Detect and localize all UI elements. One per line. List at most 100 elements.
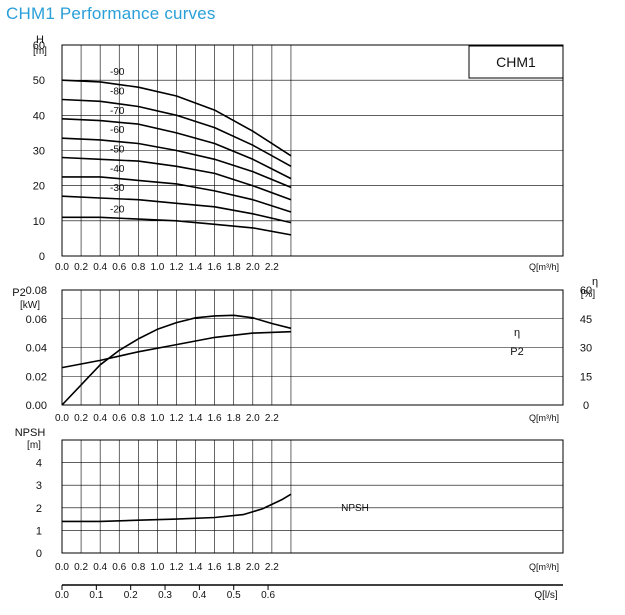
- x-tick-label: 0.2: [74, 413, 88, 424]
- x-tick-label: 0.2: [74, 262, 88, 273]
- ls-tick-label: 0.0: [55, 590, 69, 601]
- x-tick-label: 1.8: [227, 262, 241, 273]
- x-tick-label: 1.4: [189, 413, 203, 424]
- y-tick-label: 30: [33, 146, 45, 158]
- x-tick-label: 0.8: [131, 562, 145, 573]
- y-tick-label: 50: [33, 75, 45, 87]
- y-axis-label: P2: [12, 287, 25, 299]
- efficiency-curve: [61, 314, 292, 406]
- y-tick-label: 20: [33, 181, 45, 193]
- x-tick-label: 0.6: [112, 413, 126, 424]
- p2-curve-label: P2: [510, 346, 523, 358]
- x-tick-label: 0.0: [55, 262, 69, 273]
- x2-axis-label: Q[l/s]: [534, 590, 558, 601]
- x-tick-label: 2.0: [246, 413, 260, 424]
- panel-frame: [61, 44, 564, 257]
- x-tick-label: 2.2: [265, 413, 279, 424]
- ls-tick-label: 0.6: [261, 590, 275, 601]
- head-curve: [61, 156, 292, 201]
- x-tick-label: 0.6: [112, 262, 126, 273]
- y-tick-label: 0.04: [26, 343, 47, 355]
- head-curve-label: -90: [110, 67, 125, 78]
- x-tick-label: 0.4: [93, 262, 107, 273]
- x-tick-label: 2.0: [246, 562, 260, 573]
- model-label: CHM1: [496, 54, 536, 70]
- panel-frame: [61, 289, 564, 406]
- x-tick-label: 2.2: [265, 562, 279, 573]
- panel-frame: [61, 439, 564, 554]
- head-curve-label: -70: [110, 106, 125, 117]
- x-tick-label: 2.0: [246, 262, 260, 273]
- head-curve-label: -50: [110, 145, 125, 156]
- y-tick-label: 0.02: [26, 371, 47, 383]
- model-box: [468, 45, 564, 79]
- y-axis-unit: [kW]: [20, 300, 40, 311]
- head-curve: [61, 137, 292, 189]
- ls-tick-label: 0.1: [89, 590, 103, 601]
- x-tick-label: 0.0: [55, 413, 69, 424]
- x-tick-label: 0.8: [131, 413, 145, 424]
- head-curve-label: -80: [110, 87, 125, 98]
- x-tick-label: 1.0: [150, 262, 164, 273]
- x-tick-label: 1.2: [170, 562, 184, 573]
- y-tick-label: 60: [33, 40, 45, 52]
- x-tick-label: 1.2: [170, 413, 184, 424]
- y2-tick-label: 60: [580, 285, 592, 297]
- x-tick-label: 1.6: [208, 413, 222, 424]
- x-tick-label: 2.2: [265, 262, 279, 273]
- x-tick-label: 0.8: [131, 262, 145, 273]
- ls-tick-label: 0.4: [192, 590, 206, 601]
- x-axis-label: Q[m³/h]: [529, 262, 559, 272]
- y-tick-label: 3: [36, 480, 42, 492]
- y-axis-label: H: [36, 34, 44, 46]
- ls-tick-label: 0.5: [227, 590, 241, 601]
- page-title: CHM1 Performance curves: [6, 4, 216, 23]
- npsh-curve: [62, 493, 292, 523]
- x-tick-label: 0.4: [93, 413, 107, 424]
- y2-axis-label: η: [592, 276, 598, 288]
- y-tick-label: 0.00: [26, 400, 47, 412]
- x-tick-label: 1.4: [189, 562, 203, 573]
- y-tick-label: 0: [36, 548, 42, 560]
- head-curve: [62, 176, 292, 213]
- ls-tick-label: 0.2: [124, 590, 138, 601]
- x-tick-label: 0.0: [55, 562, 69, 573]
- efficiency-curve-label: η: [514, 327, 520, 339]
- x-tick-label: 1.8: [227, 413, 241, 424]
- y2-tick-label: 0: [583, 400, 589, 412]
- y-axis-unit: [m]: [33, 46, 47, 57]
- x-axis-label: Q[m³/h]: [529, 413, 559, 423]
- x-tick-label: 0.2: [74, 562, 88, 573]
- x-tick-label: 0.4: [93, 562, 107, 573]
- npsh-curve-label: NPSH: [341, 503, 369, 514]
- head-curve-label: -20: [110, 204, 125, 215]
- head-curve: [61, 98, 292, 168]
- head-curve-label: -40: [110, 164, 125, 175]
- head-curve: [61, 79, 292, 157]
- x-tick-label: 0.6: [112, 562, 126, 573]
- head-curve: [62, 216, 292, 236]
- x-tick-label: 1.6: [208, 262, 222, 273]
- head-curve-label: -60: [110, 125, 125, 136]
- y-tick-label: 2: [36, 503, 42, 515]
- y-axis-label: NPSH: [15, 427, 46, 439]
- y2-tick-label: 30: [580, 343, 592, 355]
- x-tick-label: 1.6: [208, 562, 222, 573]
- x-axis-label: Q[m³/h]: [529, 562, 559, 572]
- y-tick-label: 10: [33, 216, 45, 228]
- x-tick-label: 1.0: [150, 562, 164, 573]
- head-curve-label: -30: [110, 183, 125, 194]
- y-tick-label: 4: [36, 458, 42, 470]
- head-curve: [61, 195, 292, 224]
- x-tick-label: 1.0: [150, 413, 164, 424]
- y-tick-label: 0.06: [26, 314, 47, 326]
- y-axis-unit: [m]: [27, 440, 41, 451]
- ls-tick-label: 0.3: [158, 590, 172, 601]
- x-tick-label: 1.8: [227, 562, 241, 573]
- y-tick-label: 0.08: [26, 285, 47, 297]
- head-curve: [61, 118, 292, 180]
- y2-axis-unit: [%]: [581, 289, 596, 300]
- x-tick-label: 1.2: [170, 262, 184, 273]
- y2-tick-label: 45: [580, 314, 592, 326]
